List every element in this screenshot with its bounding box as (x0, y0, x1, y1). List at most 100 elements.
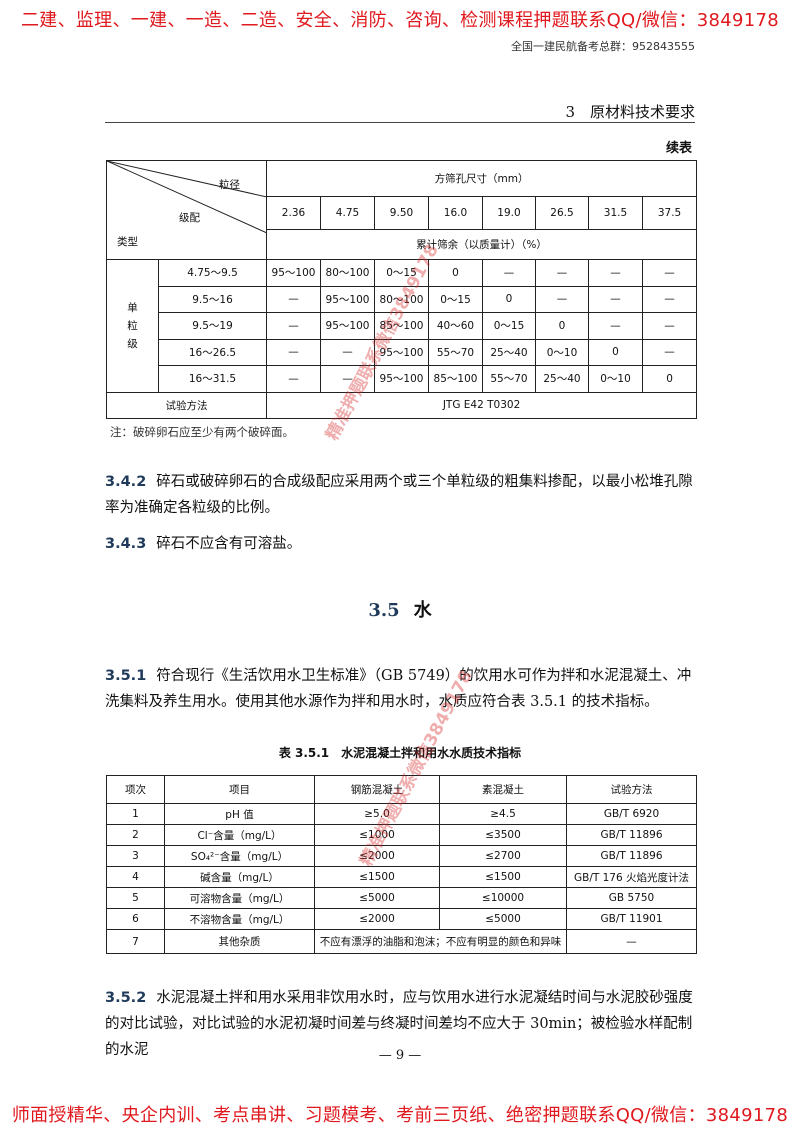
table-cell: pH 值 (164, 803, 315, 825)
clause-text: 碎石或破碎卵石的合成级配应采用两个或三个单粒级的粗集料掺配，以最小松堆孔隙率为准… (105, 474, 693, 516)
bottom-promo-banner: 师面授精华、央企内训、考点串讲、习题模考、考前三页纸、绝密押题联系QQ/微信：3… (11, 1105, 789, 1126)
sieve-size: 26.5 (535, 196, 589, 230)
range-cell: 9.5～16 (158, 285, 267, 313)
table-cell: — (588, 312, 643, 340)
table-cell: 0～15 (482, 312, 536, 340)
table-cell: 0～10 (588, 365, 643, 393)
table-row: 3 SO₄²⁻含量（mg/L） ≤2000 ≤2700 GB/T 11896 (106, 845, 697, 867)
sieve-header: 方筛孔尺寸（mm） (265, 160, 698, 197)
corner-label-type: 类型 (117, 236, 138, 248)
clause-3-5-1: 3.5.1 符合现行《生活饮用水卫生标准》（GB 5749）的饮用水可作为拌和水泥… (105, 663, 699, 715)
sieve-size: 2.36 (266, 196, 321, 230)
range-cell: 4.75～9.5 (158, 259, 267, 287)
table-cell: 不溶物含量（mg/L） (164, 908, 315, 930)
table-cell: ≤1000 (314, 824, 440, 846)
table-cell: 95～100 (374, 365, 429, 393)
table-cell: 55～70 (428, 338, 483, 366)
table-cell: ≤1500 (314, 866, 440, 888)
table-cell: 0～10 (535, 338, 589, 366)
corner-label-size: 粒径 (219, 179, 240, 191)
table-cell: 0 (482, 285, 536, 313)
column-header: 素混凝土 (439, 775, 567, 804)
table-cell: — (588, 285, 643, 313)
table-cell: 其他杂质 (164, 929, 315, 954)
table-cell: 25～40 (535, 365, 589, 393)
sieve-size: 19.0 (482, 196, 536, 230)
table-cell: ≤5000 (439, 908, 567, 930)
sieve-size: 16.0 (428, 196, 483, 230)
table-cell: ≤2000 (314, 908, 440, 930)
table-row: 16～26.5 — — 95～100 55～70 25～40 0～10 0 — (107, 338, 698, 366)
table-cell: 1 (106, 803, 165, 825)
passing-header: 累计筛余（以质量计）（%） (265, 229, 698, 260)
table-cell: 6 (106, 908, 165, 930)
range-cell: 9.5～19 (158, 312, 267, 340)
table-cell: — (535, 285, 589, 313)
table-row: 6 不溶物含量（mg/L） ≤2000 ≤5000 GB/T 11901 (106, 908, 697, 930)
sieve-size: 37.5 (641, 196, 698, 230)
table-cell: 2 (106, 824, 165, 846)
table-cell: — (641, 312, 698, 340)
table-row: 5 可溶物含量（mg/L） ≤5000 ≤10000 GB 5750 (106, 887, 697, 909)
table-cell: — (588, 259, 643, 287)
table-cell: 0 (535, 312, 589, 340)
table-cell: 40～60 (428, 312, 483, 340)
table-cell: GB/T 176 火焰光度计法 (566, 866, 697, 888)
page-number: — 9 — (378, 1048, 422, 1063)
table-cell: 80～100 (320, 259, 375, 287)
table-cell: 可溶物含量（mg/L） (164, 887, 315, 909)
table-cell: — (641, 259, 698, 287)
method-label: 试验方法 (106, 391, 267, 419)
clause-3-4-2: 3.4.2 碎石或破碎卵石的合成级配应采用两个或三个单粒级的粗集料掺配，以最小松堆… (105, 469, 699, 521)
diagonal-corner-cell: 粒径 级配 类型 (106, 160, 267, 260)
table-cell: — (266, 365, 321, 393)
table-cell: 25～40 (482, 338, 536, 366)
table-cell: — (641, 285, 698, 313)
table-cell: — (266, 285, 321, 313)
grading-table: 粒径 级配 类型 方筛孔尺寸（mm） 2.36 4.75 9.50 16.0 1… (106, 160, 698, 419)
table-title: 表 3.5.1 水泥混凝土拌和用水水质技术指标 (278, 746, 522, 760)
table-cell: — (641, 338, 698, 366)
continued-table-label: 续表 (665, 141, 692, 156)
table-row: 16～31.5 — — 95～100 85～100 55～70 25～40 0～… (107, 365, 698, 393)
method-value: JTG E42 T0302 (265, 391, 698, 419)
header-rule (105, 122, 695, 123)
section-number: 3.5 (368, 600, 400, 621)
table-cell: ≥4.5 (439, 803, 567, 825)
table-row: 9.5～16 — 95～100 80～100 0～15 0 — — — (107, 285, 698, 313)
table-cell: Cl⁻含量（mg/L） (164, 824, 315, 846)
table-cell: 95～100 (266, 259, 321, 287)
table-cell: — (482, 259, 536, 287)
table-cell: 0 (641, 365, 698, 393)
table-cell: 5 (106, 887, 165, 909)
table-cell: 95～100 (320, 285, 375, 313)
table-cell: — (320, 338, 375, 366)
range-cell: 16～31.5 (158, 365, 267, 393)
corner-label-grading: 级配 (179, 212, 200, 224)
section-title: 水 (413, 600, 432, 621)
table-cell: 80～100 (374, 285, 429, 313)
table-cell: ≤10000 (439, 887, 567, 909)
table-cell: 85～100 (428, 365, 483, 393)
table-cell: 95～100 (320, 312, 375, 340)
table-cell: 碱含量（mg/L） (164, 866, 315, 888)
table-cell: 55～70 (482, 365, 536, 393)
table-row: 9.5～19 — 95～100 85～100 40～60 0～15 0 — — (107, 312, 698, 340)
clause-3-5-2: 3.5.2 水泥混凝土拌和用水采用非饮用水时，应与饮用水进行水泥凝结时间与水泥胶砂… (105, 985, 699, 1063)
chapter-title: 3 原材料技术要求 (565, 103, 695, 121)
table-cell: 95～100 (374, 338, 429, 366)
qq-group-note: 全国一建民航备考总群：952843555 (511, 40, 695, 53)
table-cell: ≤5000 (314, 887, 440, 909)
column-header: 试验方法 (566, 775, 697, 804)
clause-number: 3.5.1 (105, 668, 147, 684)
table-cell: 4 (106, 866, 165, 888)
top-promo-banner: 二建、监理、一建、一造、二造、安全、消防、咨询、检测课程押题联系QQ/微信：38… (20, 10, 780, 31)
table-cell: — (266, 338, 321, 366)
sieve-size: 31.5 (588, 196, 643, 230)
sieve-size: 4.75 (320, 196, 375, 230)
clause-text: 碎石不应含有可溶盐。 (156, 536, 302, 552)
table-cell: GB 5750 (566, 887, 697, 909)
clause-number: 3.4.2 (105, 474, 147, 490)
table-cell: SO₄²⁻含量（mg/L） (164, 845, 315, 867)
table-row: 4 碱含量（mg/L） ≤1500 ≤1500 GB/T 176 火焰光度计法 (106, 866, 697, 888)
